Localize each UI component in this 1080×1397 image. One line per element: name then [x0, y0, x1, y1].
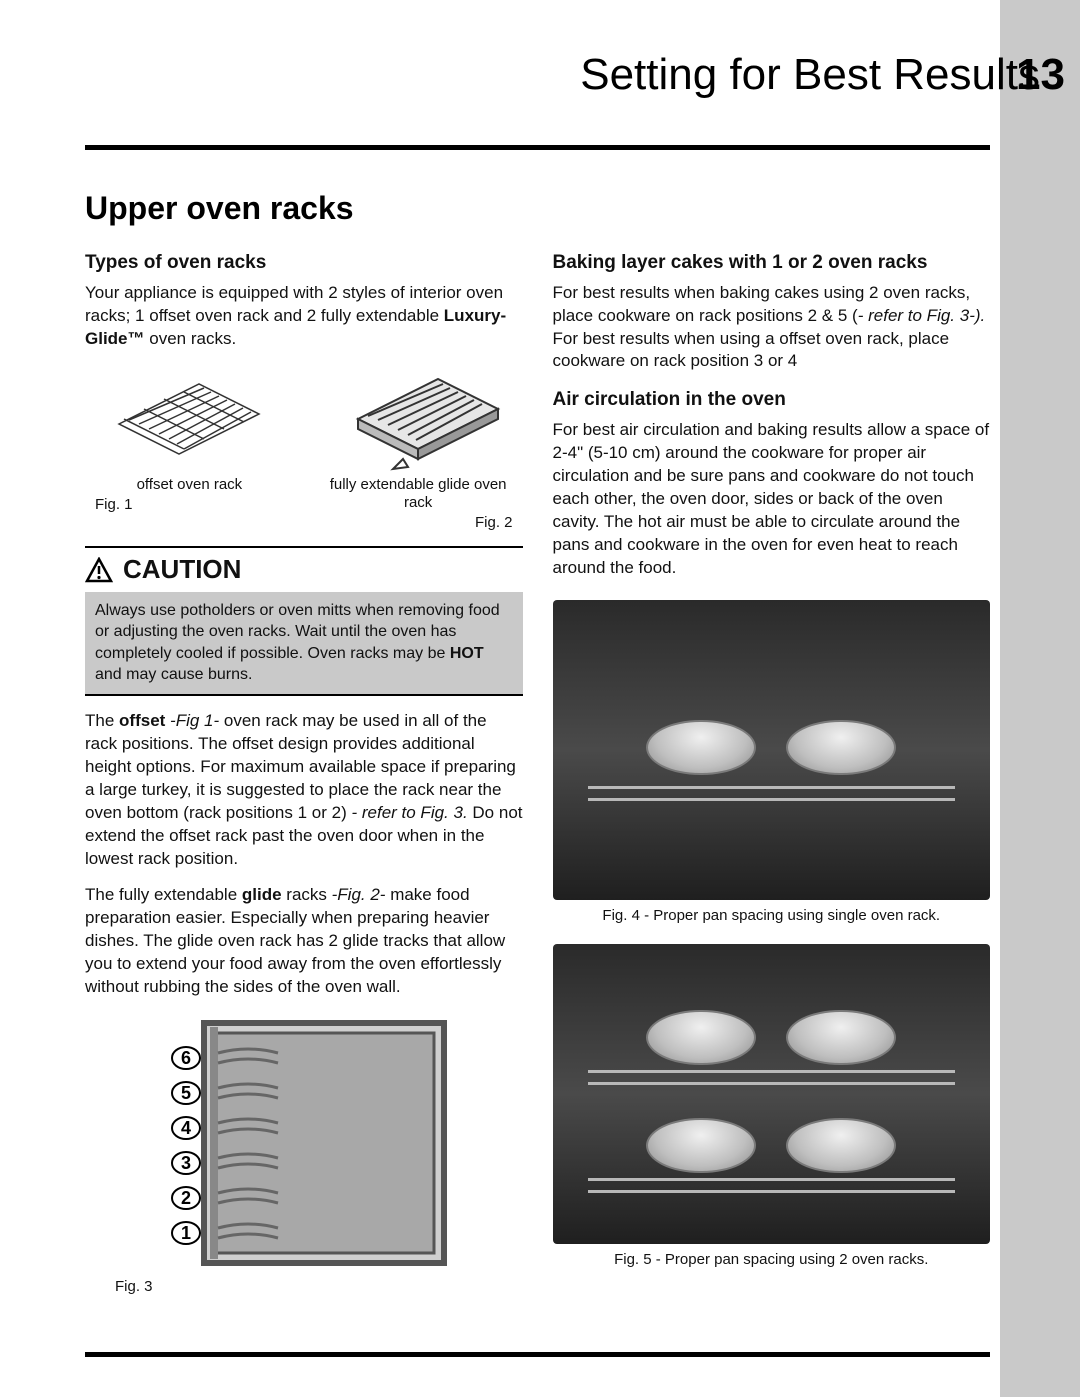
- fig2-caption: Fig. 2: [475, 514, 513, 532]
- left-column: Types of oven racks Your appliance is eq…: [85, 250, 523, 1297]
- cake-pan: [646, 1118, 756, 1173]
- photo-rack-line: [588, 1082, 956, 1085]
- section-title: Upper oven racks: [85, 190, 354, 227]
- offset-word: offset: [119, 711, 165, 730]
- air-paragraph: For best air circulation and baking resu…: [553, 419, 991, 580]
- offset-rack-icon: [99, 364, 279, 474]
- baking-heading: Baking layer cakes with 1 or 2 oven rack…: [553, 250, 991, 276]
- figure-1: offset oven rack Fig. 1: [85, 364, 294, 532]
- rack-pos-3: 3: [181, 1153, 191, 1173]
- pan-row: [553, 720, 991, 775]
- pan-row: [553, 1118, 991, 1173]
- offset-paragraph: The offset -Fig 1- oven rack may be used…: [85, 710, 523, 871]
- warning-triangle-icon: [85, 557, 113, 583]
- fig-ref: - refer to Fig. 3.: [351, 803, 472, 822]
- content-columns: Types of oven racks Your appliance is eq…: [85, 250, 990, 1297]
- figure-4-photo: [553, 600, 991, 900]
- fig4-caption: Fig. 4 - Proper pan spacing using single…: [553, 906, 991, 926]
- photo-rack-line: [588, 1178, 956, 1181]
- page-header: Setting for Best Results: [85, 50, 1080, 100]
- glide-rack-icon: [328, 364, 508, 474]
- rack-pos-6: 6: [181, 1048, 191, 1068]
- header-rule: [85, 145, 990, 150]
- photo-rack-line: [588, 798, 956, 801]
- figure-5-photo: [553, 944, 991, 1244]
- page-number: 13: [1016, 50, 1065, 100]
- oven-positions-icon: 6 5 4 3 2 1: [154, 1013, 454, 1273]
- caution-title: CAUTION: [123, 552, 241, 587]
- rack-pos-1: 1: [181, 1223, 191, 1243]
- fig-ref: -Fig. 2-: [332, 885, 391, 904]
- caution-body: Always use potholders or oven mitts when…: [85, 592, 523, 694]
- fig1-caption: Fig. 1: [95, 496, 133, 514]
- rack-pos-2: 2: [181, 1188, 191, 1208]
- cake-pan: [786, 720, 896, 775]
- glide-word: glide: [242, 885, 282, 904]
- cake-pan: [646, 720, 756, 775]
- text: oven racks.: [145, 329, 237, 348]
- text: Your appliance is equipped with 2 styles…: [85, 283, 503, 325]
- rack-figures-row: offset oven rack Fig. 1: [85, 364, 523, 532]
- rack-pos-4: 4: [181, 1118, 191, 1138]
- photo-rack-line: [588, 1070, 956, 1073]
- text: Always use potholders or oven mitts when…: [95, 602, 500, 662]
- fig3-caption: Fig. 3: [115, 1277, 153, 1297]
- figure-2: fully extendable glide oven rack Fig. 2: [314, 364, 523, 532]
- fig-ref: -Fig 1-: [165, 711, 224, 730]
- baking-paragraph: For best results when baking cakes using…: [553, 282, 991, 374]
- page-margin-bar: [1000, 0, 1080, 1397]
- text: The: [85, 711, 119, 730]
- air-heading: Air circulation in the oven: [553, 387, 991, 413]
- cake-pan: [786, 1010, 896, 1065]
- fig5-caption: Fig. 5 - Proper pan spacing using 2 oven…: [553, 1250, 991, 1270]
- fig-ref: - refer to Fig. 3-).: [858, 306, 986, 325]
- fig2-label: fully extendable glide oven rack: [314, 476, 523, 512]
- cake-pan: [786, 1118, 896, 1173]
- types-heading: Types of oven racks: [85, 250, 523, 276]
- hot-warning: HOT: [450, 645, 484, 662]
- rack-pos-5: 5: [181, 1083, 191, 1103]
- right-column: Baking layer cakes with 1 or 2 oven rack…: [553, 250, 991, 1297]
- page-title: Setting for Best Results: [580, 50, 1040, 100]
- glide-paragraph: The fully extendable glide racks -Fig. 2…: [85, 884, 523, 999]
- fig1-label: offset oven rack: [137, 476, 243, 494]
- photo-rack-line: [588, 786, 956, 789]
- cake-pan: [646, 1010, 756, 1065]
- caution-box: CAUTION Always use potholders or oven mi…: [85, 546, 523, 695]
- text: The fully extendable: [85, 885, 242, 904]
- pan-row: [553, 1010, 991, 1065]
- types-paragraph: Your appliance is equipped with 2 styles…: [85, 282, 523, 351]
- photo-rack-line: [588, 1190, 956, 1193]
- text: For best results when using a offset ove…: [553, 329, 950, 371]
- text: racks: [282, 885, 332, 904]
- bottom-rule: [85, 1352, 990, 1357]
- figure-3: 6 5 4 3 2 1 Fig. 3: [85, 1013, 523, 1297]
- caution-header: CAUTION: [85, 548, 523, 591]
- text: and may cause burns.: [95, 666, 252, 683]
